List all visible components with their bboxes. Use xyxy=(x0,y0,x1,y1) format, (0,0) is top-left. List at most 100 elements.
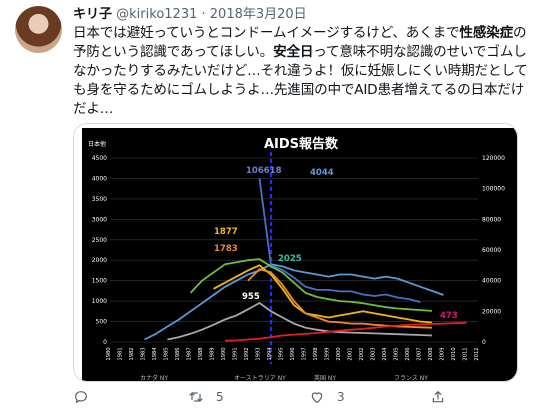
series-line xyxy=(213,264,433,324)
legend-entry: フランス NY xyxy=(394,375,428,381)
tweet-text-bold: 安全日 xyxy=(273,44,314,60)
x-tick-label: 2007 xyxy=(417,347,423,360)
series-line xyxy=(189,258,433,312)
x-tick-label: 1998 xyxy=(313,347,319,360)
x-tick-label: 2011 xyxy=(463,347,469,360)
x-tick-label: 1986 xyxy=(175,347,181,360)
left-axis-unit: 日本他 xyxy=(88,140,106,148)
chart-grid xyxy=(110,157,478,343)
y-right-tick-label: 100000 xyxy=(482,186,505,193)
x-tick-label: 1984 xyxy=(152,347,158,361)
chart-series xyxy=(144,178,467,342)
annotation-label: 4044 xyxy=(310,168,334,178)
tweet-text-bold: 性感染症 xyxy=(459,25,513,41)
x-tick-label: 1982 xyxy=(129,347,135,360)
y-axis-right: 0 20000 40000 60000 80000 100000 120000 xyxy=(482,155,505,346)
y-right-tick-label: 60000 xyxy=(482,247,501,254)
x-tick-label: 2006 xyxy=(405,347,411,360)
annotation-label: 2025 xyxy=(278,254,302,264)
x-tick-label: 2012 xyxy=(474,347,480,360)
x-tick-label: 1980 xyxy=(106,347,112,360)
chart-background xyxy=(82,128,517,381)
x-tick-label: 1993 xyxy=(256,347,262,360)
chart-title: AIDS報告数 xyxy=(264,136,339,152)
series-line xyxy=(167,302,433,341)
share-button[interactable] xyxy=(430,389,458,405)
y-right-tick-label: 120000 xyxy=(482,155,505,162)
annotation-label: 473 xyxy=(440,311,458,321)
x-tick-label: 1985 xyxy=(164,347,170,360)
x-tick-label: 1994 xyxy=(267,347,273,361)
x-tick-label: 1988 xyxy=(198,347,204,360)
x-tick-label: 2002 xyxy=(359,347,365,360)
tweet-header: キリ子 @kiriko1231 · 2018年3月20日 xyxy=(73,3,307,22)
y-left-tick-label: 4500 xyxy=(92,155,107,162)
tweet-media[interactable]: 0 500 1000 1500 2000 2500 3000 3500 4000 4500 0 20… xyxy=(73,123,518,382)
y-left-tick-label: 1000 xyxy=(92,298,107,305)
tweet-text-part: の予防という認識であってほしい。 xyxy=(73,25,527,60)
retweet-button[interactable]: 5 xyxy=(188,389,224,405)
tweet-date[interactable]: 2018年3月20日 xyxy=(209,7,307,22)
legend-entry: カナダ NY xyxy=(140,374,168,381)
reply-button[interactable] xyxy=(73,389,101,405)
annotation-label: 1877 xyxy=(214,227,238,237)
retweet-icon xyxy=(189,392,203,402)
author-name[interactable]: キリ子 xyxy=(73,7,113,22)
like-button[interactable]: 3 xyxy=(309,389,345,405)
y-right-tick-label: 80000 xyxy=(482,216,501,223)
annotation-label: 955 xyxy=(242,292,260,302)
reply-icon xyxy=(75,391,87,403)
separator: · xyxy=(201,7,206,22)
x-tick-label: 1981 xyxy=(118,347,124,360)
chart-annotations: 106618 4044 1877 1783 2025 955 473 xyxy=(214,166,458,321)
x-tick-label: 2008 xyxy=(428,347,434,360)
y-right-tick-label: 20000 xyxy=(482,308,501,315)
x-tick-label: 2009 xyxy=(440,347,446,360)
y-left-tick-label: 2500 xyxy=(92,237,107,244)
tweet-text-part: 日本では避妊っていうとコンドームイメージするけど、あくまで xyxy=(73,25,460,41)
like-icon xyxy=(311,392,323,403)
y-left-tick-label: 1500 xyxy=(92,278,107,285)
x-tick-label: 1995 xyxy=(279,347,285,360)
x-tick-label: 2005 xyxy=(394,347,400,360)
x-tick-label: 1990 xyxy=(221,347,227,360)
x-tick-label: 1991 xyxy=(233,347,239,360)
tweet-text-part: って意味不明な認識のせいでゴムしなかったりするみたいだけど…それ違うよ！仮に妊娠… xyxy=(73,44,528,117)
annotation-label: 1783 xyxy=(214,244,238,254)
y-left-tick-label: 4000 xyxy=(92,175,107,182)
series-line xyxy=(224,321,467,342)
annotation-label: 106618 xyxy=(246,166,282,176)
y-right-tick-label: 40000 xyxy=(482,278,501,285)
y-left-tick-label: 500 xyxy=(96,319,108,326)
x-tick-label: 1989 xyxy=(210,347,216,360)
author-handle[interactable]: @kiriko1231 xyxy=(116,7,198,22)
x-tick-label: 1996 xyxy=(290,347,296,360)
x-tick-label: 2003 xyxy=(371,347,377,360)
legend-entry: 英国 NY xyxy=(314,374,336,381)
like-count: 3 xyxy=(337,390,345,404)
series-line xyxy=(258,178,421,303)
x-axis: 1980 1981 1982 1983 1984 1985 1986 1987 1988 1989… xyxy=(106,347,480,361)
x-tick-label: 1997 xyxy=(302,347,308,360)
y-left-tick-label: 3000 xyxy=(92,216,107,223)
tweet-actions: 5 3 xyxy=(73,389,513,407)
y-left-tick-label: 2000 xyxy=(92,257,107,264)
chart-legend: カナダ NY オーストラリア NY 英国 NY フランス NY xyxy=(140,374,428,381)
x-tick-label: 1999 xyxy=(325,347,331,360)
x-tick-label: 2000 xyxy=(336,347,342,360)
tweet-text: 日本では避妊っていうとコンドームイメージするけど、あくまで性感染症の予防という認… xyxy=(73,24,529,119)
share-icon xyxy=(432,391,444,403)
legend-entry: オーストラリア NY xyxy=(234,375,286,381)
x-tick-label: 2004 xyxy=(382,347,388,361)
x-tick-label: 1992 xyxy=(244,347,250,360)
retweet-count: 5 xyxy=(216,390,224,404)
series-line xyxy=(144,263,444,341)
x-tick-label: 2001 xyxy=(348,347,354,360)
x-tick-label: 1987 xyxy=(187,347,193,360)
y-left-tick-label: 0 xyxy=(103,339,107,346)
avatar[interactable] xyxy=(15,6,62,53)
y-right-tick-label: 0 xyxy=(482,339,486,346)
series-line xyxy=(247,268,433,329)
